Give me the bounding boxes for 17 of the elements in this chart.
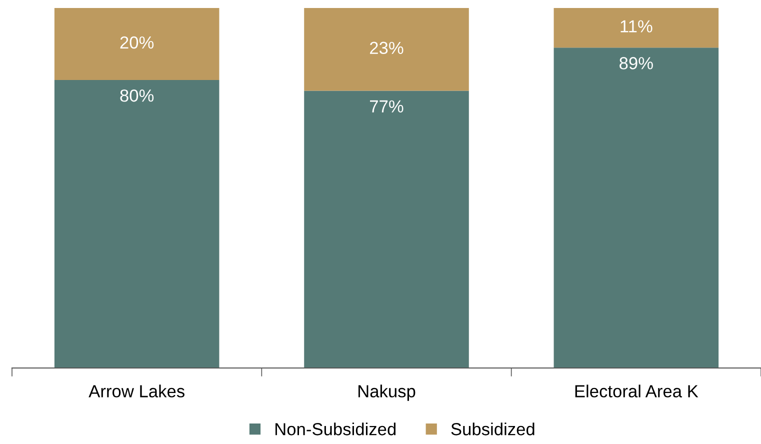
legend-label: Subsidized: [451, 422, 534, 436]
data-label: 80%: [120, 89, 154, 102]
bar: [304, 90, 469, 368]
x-tick-label: Nakusp: [358, 384, 416, 401]
x-tick-label: Arrow Lakes: [88, 384, 184, 398]
bar: [304, 8, 469, 91]
data-label: 20%: [120, 36, 154, 49]
data-label: 77%: [370, 100, 404, 112]
x-tick-label: Electoral Area K: [575, 384, 698, 398]
data-label: 11%: [620, 20, 652, 32]
legend-label: Non-Subsidized: [276, 422, 396, 436]
bar: [54, 8, 220, 80]
bar: [554, 8, 719, 48]
data-label: 89%: [620, 57, 653, 70]
bar: [554, 48, 719, 368]
bar: [54, 80, 220, 368]
data-label: 23%: [370, 42, 404, 54]
